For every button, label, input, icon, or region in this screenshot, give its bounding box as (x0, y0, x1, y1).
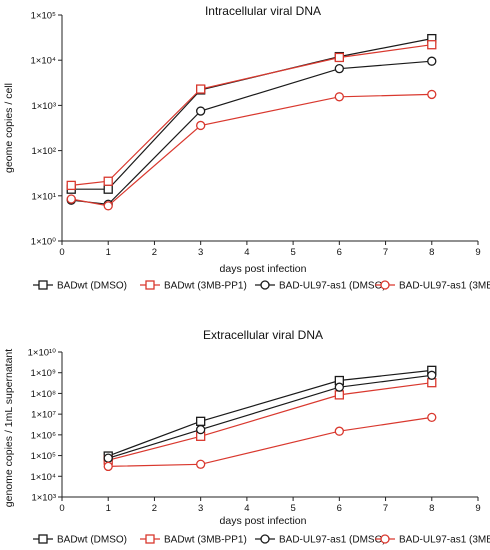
data-point-circle (260, 280, 270, 290)
y-axis-label: genome copies / 1mL supernatant (3, 349, 15, 507)
y-tick-label: 1×10³ (31, 101, 56, 112)
x-tick-label: 1 (106, 503, 111, 514)
data-point-square (38, 280, 48, 290)
data-point-square (334, 52, 344, 63)
x-tick-label: 9 (475, 247, 480, 258)
data-point-square (103, 184, 113, 194)
x-tick-label: 7 (383, 503, 388, 514)
x-tick-label: 2 (152, 247, 157, 258)
x-tick-label: 6 (337, 503, 342, 514)
y-tick-label: 1×10⁶ (31, 430, 56, 441)
y-tick-label: 1×10⁸ (31, 389, 56, 400)
legend-label: BAD-UL97-as1 (3MB-PP1) (399, 535, 490, 546)
x-axis-label: days post infection (220, 515, 307, 527)
series-line (108, 374, 432, 459)
legend-label: BAD-UL97-as1 (3MB-PP1) (399, 281, 490, 292)
x-tick-label: 3 (198, 503, 203, 514)
x-tick-label: 0 (59, 503, 64, 514)
intracellular-chart: Intracellular viral DNA geome copies / c… (3, 4, 481, 275)
plot-area: 0 1 2 3 4 5 6 7 8 9 1×10⁰ 1×10¹ 1×10² 1×10³ 1×10⁴ 1×10⁵ (31, 11, 481, 259)
legend: BADwt (DMSO) BADwt (3MB-PP1) BAD-UL97-as1 … (33, 534, 490, 546)
legend-label: BADwt (3MB-PP1) (164, 535, 247, 546)
y-tick-label: 1×10¹ (31, 191, 56, 202)
legend-label: BAD-UL97-as1 (DMSO) (279, 535, 386, 546)
y-tick-label: 1×10⁷ (31, 410, 56, 421)
data-point-circle (380, 280, 390, 290)
x-tick-label: 5 (290, 503, 295, 514)
x-tick-label: 8 (429, 247, 434, 258)
data-point-square (334, 390, 344, 400)
data-point-circle (196, 424, 206, 435)
series-line (108, 382, 432, 461)
extracellular-chart: Extracellular viral DNA genome copies / … (3, 328, 481, 527)
y-tick-label: 1×10² (31, 146, 56, 157)
x-tick-label: 5 (290, 247, 295, 258)
y-tick-label: 1×10⁹ (31, 368, 56, 379)
x-tick-label: 4 (244, 503, 249, 514)
data-point-square (103, 176, 113, 186)
data-point-square (427, 40, 437, 50)
data-point-circle (196, 459, 206, 469)
chart-title: Extracellular viral DNA (203, 328, 323, 342)
legend-label: BADwt (3MB-PP1) (164, 281, 247, 292)
data-point-circle (427, 370, 437, 380)
data-point-circle (103, 453, 113, 463)
data-point-circle (196, 106, 206, 116)
x-tick-label: 9 (475, 503, 480, 514)
y-tick-label: 1×10³ (31, 493, 56, 504)
legend-label: BADwt (DMSO) (57, 281, 127, 292)
x-axis-label: days post infection (220, 263, 307, 275)
series-line (71, 93, 432, 207)
data-point-circle (66, 194, 76, 204)
data-point-circle (427, 56, 437, 66)
series-line (71, 38, 432, 190)
data-point-circle (103, 461, 113, 472)
x-tick-label: 6 (337, 247, 342, 258)
data-point-circle (260, 534, 270, 544)
series-line (71, 60, 432, 205)
y-tick-label: 1×10⁵ (31, 451, 56, 462)
data-point-circle (427, 412, 437, 423)
legend-label: BAD-UL97-as1 (DMSO) (279, 281, 386, 292)
data-point-circle (427, 89, 437, 100)
x-tick-label: 2 (152, 503, 157, 514)
chart-title: Intracellular viral DNA (205, 4, 321, 18)
y-tick-label: 1×10⁵ (31, 11, 56, 22)
y-axis-label: geome copies / cell (3, 83, 15, 173)
data-point-square (145, 280, 155, 290)
data-point-circle (196, 120, 206, 131)
series-line (107, 369, 432, 457)
data-point-square (38, 534, 48, 544)
x-tick-label: 8 (429, 503, 434, 514)
data-point-circle (334, 382, 344, 392)
data-point-square (145, 534, 155, 544)
x-tick-label: 1 (106, 247, 111, 258)
y-tick-label: 1×10¹⁰ (28, 348, 57, 359)
x-tick-label: 0 (59, 247, 64, 258)
y-tick-label: 1×10⁴ (31, 472, 56, 483)
x-tick-label: 3 (198, 247, 203, 258)
data-point-square (196, 84, 206, 94)
data-point-circle (334, 64, 344, 74)
data-point-circle (334, 426, 344, 436)
legend: BADwt (DMSO) BADwt (3MB-PP1) BAD-UL97-as1 … (33, 280, 490, 292)
y-tick-label: 1×10⁴ (31, 56, 56, 67)
y-tick-label: 1×10⁰ (31, 237, 56, 248)
legend-label: BADwt (DMSO) (57, 535, 127, 546)
plot-area: 0 1 2 3 4 5 6 7 8 9 1×10³ 1×10⁴ 1×10⁵ 1×10⁶ 1×10⁷ 1×10⁸… (28, 348, 481, 515)
x-tick-label: 4 (244, 247, 249, 258)
data-point-circle (103, 201, 113, 211)
data-point-square (66, 180, 76, 191)
data-point-square (196, 416, 206, 426)
data-point-circle (334, 92, 344, 102)
data-point-circle (380, 534, 390, 544)
x-tick-label: 7 (383, 247, 388, 258)
series-line (108, 416, 432, 467)
